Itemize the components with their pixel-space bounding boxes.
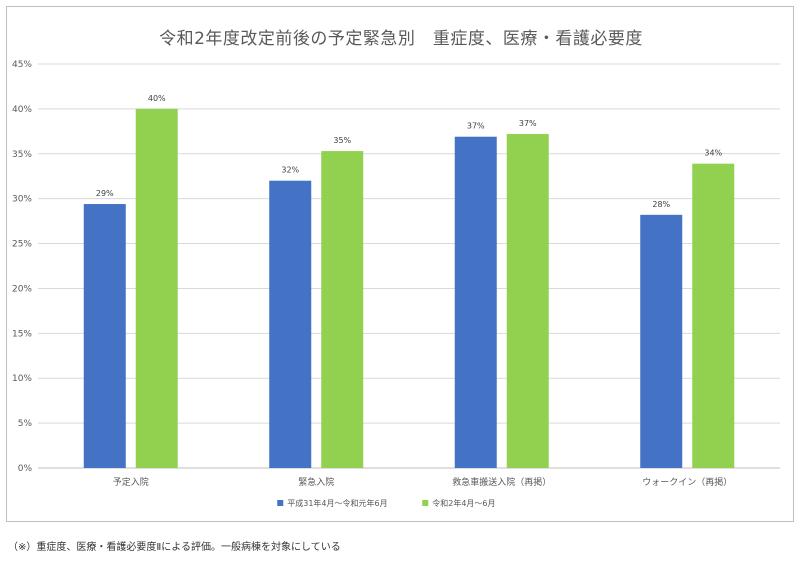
- x-tick-label: 予定入院: [113, 476, 149, 488]
- legend-label: 平成31年4月～令和元年6月: [287, 498, 387, 508]
- x-tick-label: 緊急入院: [298, 476, 334, 488]
- chart-title: 令和2年度改定前後の予定緊急別 重症度、医療・看護必要度: [159, 29, 643, 49]
- y-tick-label: 5%: [18, 419, 33, 429]
- data-label: 32%: [281, 166, 299, 175]
- legend-swatch: [277, 500, 284, 506]
- y-tick-label: 0%: [18, 464, 33, 474]
- y-tick-label: 20%: [12, 284, 32, 294]
- y-axis-ticks: 0% 5% 10% 15% 20% 25% 30% 35% 40% 45%: [12, 60, 32, 474]
- x-tick-label: ウォークイン（再掲）: [642, 477, 732, 488]
- y-tick-label: 10%: [12, 374, 32, 384]
- y-tick-label: 45%: [12, 60, 32, 70]
- y-tick-label: 25%: [12, 240, 32, 250]
- bar-1-1: [83, 204, 126, 468]
- y-tick-label: 35%: [12, 150, 32, 160]
- bar-2-3: [506, 134, 549, 468]
- bar-2-4: [692, 163, 735, 469]
- data-labels: 29% 40% 32% 35% 37% 37% 28% 34%: [96, 94, 723, 209]
- legend-swatch: [422, 500, 429, 506]
- y-tick-label: 40%: [12, 105, 32, 115]
- y-tick-label: 30%: [12, 195, 32, 205]
- data-label: 37%: [467, 122, 485, 131]
- data-label: 37%: [519, 119, 537, 128]
- bars: [83, 108, 735, 469]
- bar-chart: 0% 5% 10% 15% 20% 25% 30% 35% 40% 45% 29% 40% 32% 35…: [12, 60, 780, 508]
- bar-1-3: [454, 136, 497, 468]
- footnote: （※）重症度、医療・看護必要度Ⅱによる評価。一般病棟を対象にしている: [8, 542, 341, 553]
- legend: 平成31年4月～令和元年6月 令和2年4月～6月: [277, 498, 496, 508]
- bar-1-4: [640, 214, 683, 468]
- x-axis-ticks: 予定入院 緊急入院 救急車搬送入院（再掲） ウォークイン（再掲）: [113, 476, 733, 488]
- bar-2-2: [321, 151, 364, 468]
- data-label: 40%: [148, 94, 166, 103]
- data-label: 35%: [333, 136, 351, 145]
- data-label: 29%: [96, 189, 114, 198]
- x-tick-label: 救急車搬送入院（再掲）: [452, 476, 551, 488]
- bar-2-1: [135, 108, 178, 468]
- data-label: 28%: [652, 200, 670, 209]
- bar-1-2: [269, 180, 312, 468]
- y-tick-label: 15%: [12, 329, 32, 339]
- data-label: 34%: [704, 149, 722, 158]
- legend-label: 令和2年4月～6月: [432, 498, 495, 508]
